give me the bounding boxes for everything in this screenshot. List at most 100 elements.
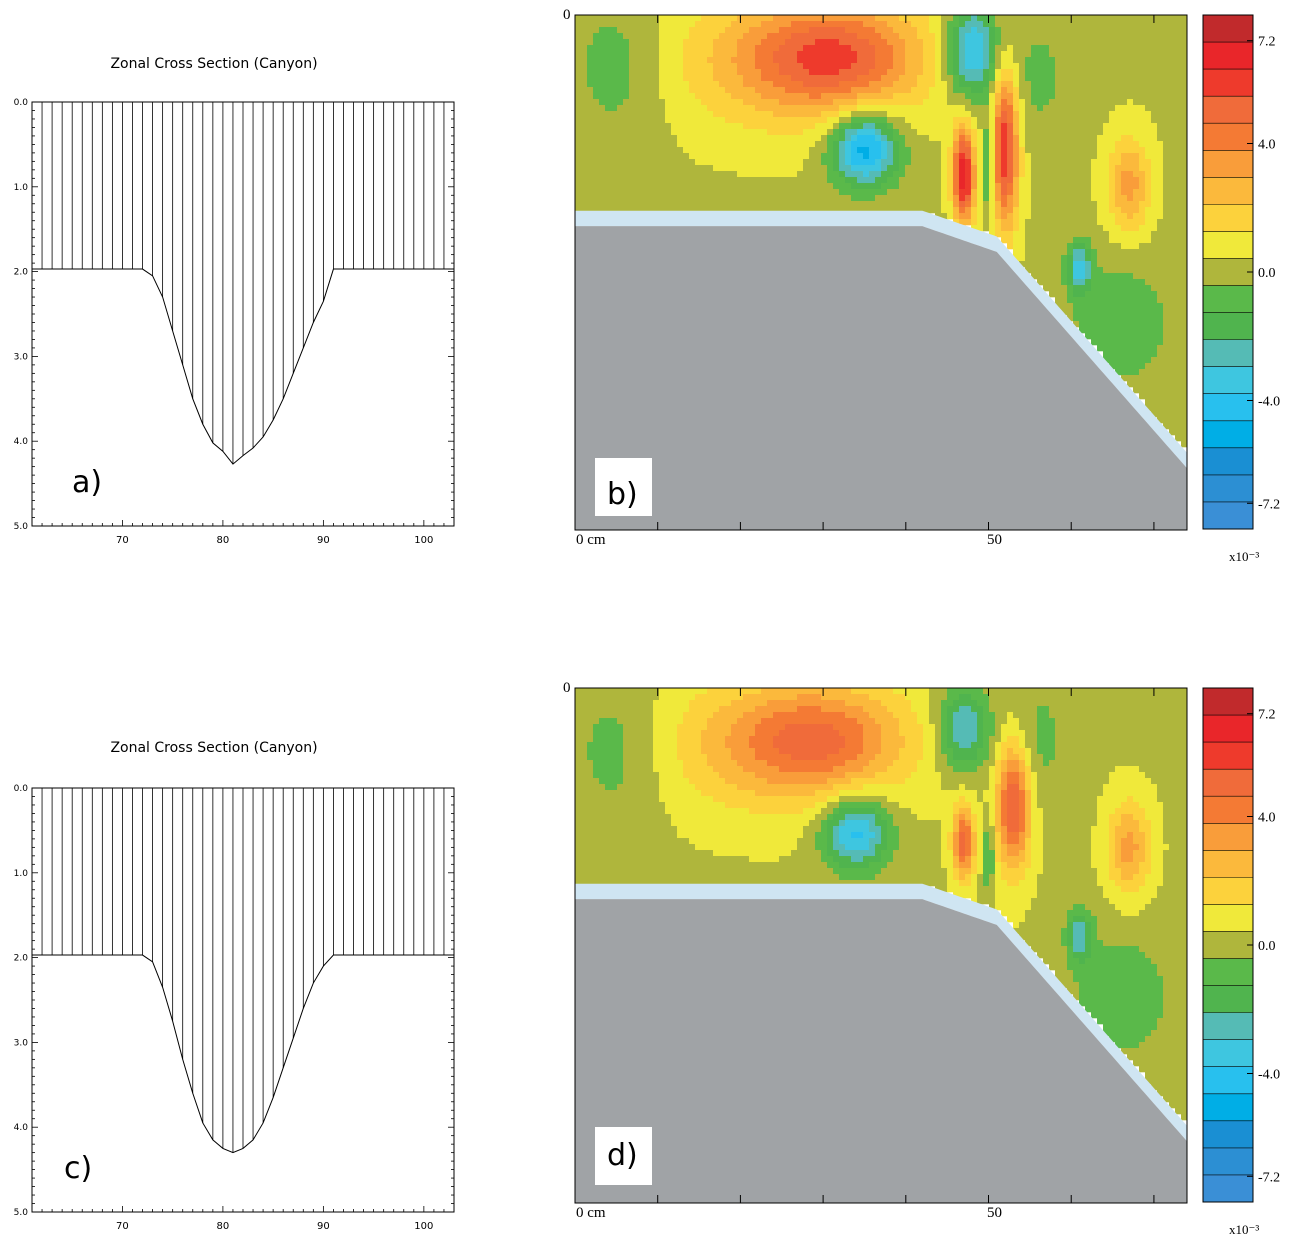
contour-cell [617, 736, 624, 743]
contour-cell [1073, 291, 1080, 298]
contour-cell [581, 93, 588, 100]
contour-cell [839, 141, 846, 148]
contour-cell [671, 45, 678, 52]
contour-cell [1151, 129, 1158, 136]
contour-cell [899, 129, 906, 136]
contour-cell [1121, 297, 1128, 304]
contour-cell [833, 33, 840, 40]
contour-cell [599, 63, 606, 70]
contour-cell [821, 57, 828, 64]
contour-cell [599, 45, 606, 52]
contour-cell [833, 183, 840, 190]
contour-cell [1013, 21, 1020, 28]
contour-cell [719, 21, 726, 28]
contour-cell [1001, 105, 1008, 112]
contour-cell [1157, 75, 1164, 82]
contour-cell [833, 201, 840, 208]
contour-cell [677, 201, 684, 208]
contour-cell [1049, 123, 1056, 130]
contour-cell [905, 81, 912, 88]
contour-cell [1049, 219, 1056, 226]
contour-cell [605, 135, 612, 142]
contour-cell [575, 117, 582, 124]
contour-cell [575, 171, 582, 178]
contour-cell [1049, 171, 1056, 178]
contour-cell [917, 57, 924, 64]
contour-cell [911, 93, 918, 100]
contour-cell [1049, 117, 1056, 124]
contour-cell [1103, 153, 1110, 160]
contour-cell [971, 153, 978, 160]
contour-cell [1151, 339, 1158, 346]
contour-cell [1013, 27, 1020, 34]
contour-cell [875, 165, 882, 172]
y-tick-label: 2.0 [14, 954, 29, 964]
contour-cell [599, 874, 606, 881]
contour-cell [953, 141, 960, 148]
contour-cell [1073, 93, 1080, 100]
contour-cell [905, 45, 912, 52]
contour-cell [797, 183, 804, 190]
contour-cell [1133, 297, 1140, 304]
contour-cell [923, 141, 930, 148]
contour-cell [941, 141, 948, 148]
contour-cell [953, 111, 960, 118]
contour-cell [593, 838, 600, 845]
contour-cell [815, 99, 822, 106]
contour-cell [575, 93, 582, 100]
contour-cell [1007, 111, 1014, 118]
contour-cell [917, 75, 924, 82]
contour-cell [671, 27, 678, 34]
contour-cell [911, 147, 918, 154]
contour-cell [587, 15, 594, 22]
contour-cell [707, 75, 714, 82]
contour-cell [737, 195, 744, 202]
contour-cell [995, 165, 1002, 172]
contour-cell [1109, 213, 1116, 220]
contour-cell [581, 754, 588, 761]
contour-cell [1145, 237, 1152, 244]
contour-cell [947, 159, 954, 166]
contour-cell [869, 27, 876, 34]
contour-cell [623, 694, 630, 701]
contour-cell [941, 153, 948, 160]
contour-cell [839, 57, 846, 64]
contour-cell [683, 87, 690, 94]
contour-cell [773, 81, 780, 88]
contour-cell [977, 87, 984, 94]
contour-cell [1163, 231, 1170, 238]
contour-cell [599, 706, 606, 713]
contour-cell [635, 688, 642, 695]
contour-cell [1103, 75, 1110, 82]
contour-cell [701, 39, 708, 46]
contour-cell [857, 153, 864, 160]
contour-cell [701, 99, 708, 106]
contour-cell [641, 862, 648, 869]
contour-cell [911, 75, 918, 82]
contour-cell [875, 153, 882, 160]
contour-cell [1175, 159, 1182, 166]
contour-cell [611, 135, 618, 142]
contour-cell [965, 33, 972, 40]
contour-cell [833, 177, 840, 184]
contour-cell [1139, 129, 1146, 136]
contour-cell [1013, 15, 1020, 22]
contour-cell [779, 81, 786, 88]
contour-cell [1115, 63, 1122, 70]
contour-cell [749, 99, 756, 106]
contour-cell [815, 57, 822, 64]
contour-cell [1169, 171, 1176, 178]
contour-cell [1133, 171, 1140, 178]
contour-cell [1181, 159, 1188, 166]
contour-cell [959, 195, 966, 202]
contour-cell [971, 87, 978, 94]
contour-cell [995, 15, 1002, 22]
contour-cell [947, 165, 954, 172]
contour-cell [911, 177, 918, 184]
contour-cell [635, 712, 642, 719]
contour-cell [1061, 297, 1068, 304]
contour-cell [1145, 129, 1152, 136]
contour-cell [1001, 171, 1008, 178]
contour-cell [1013, 51, 1020, 58]
contour-cell [899, 183, 906, 190]
